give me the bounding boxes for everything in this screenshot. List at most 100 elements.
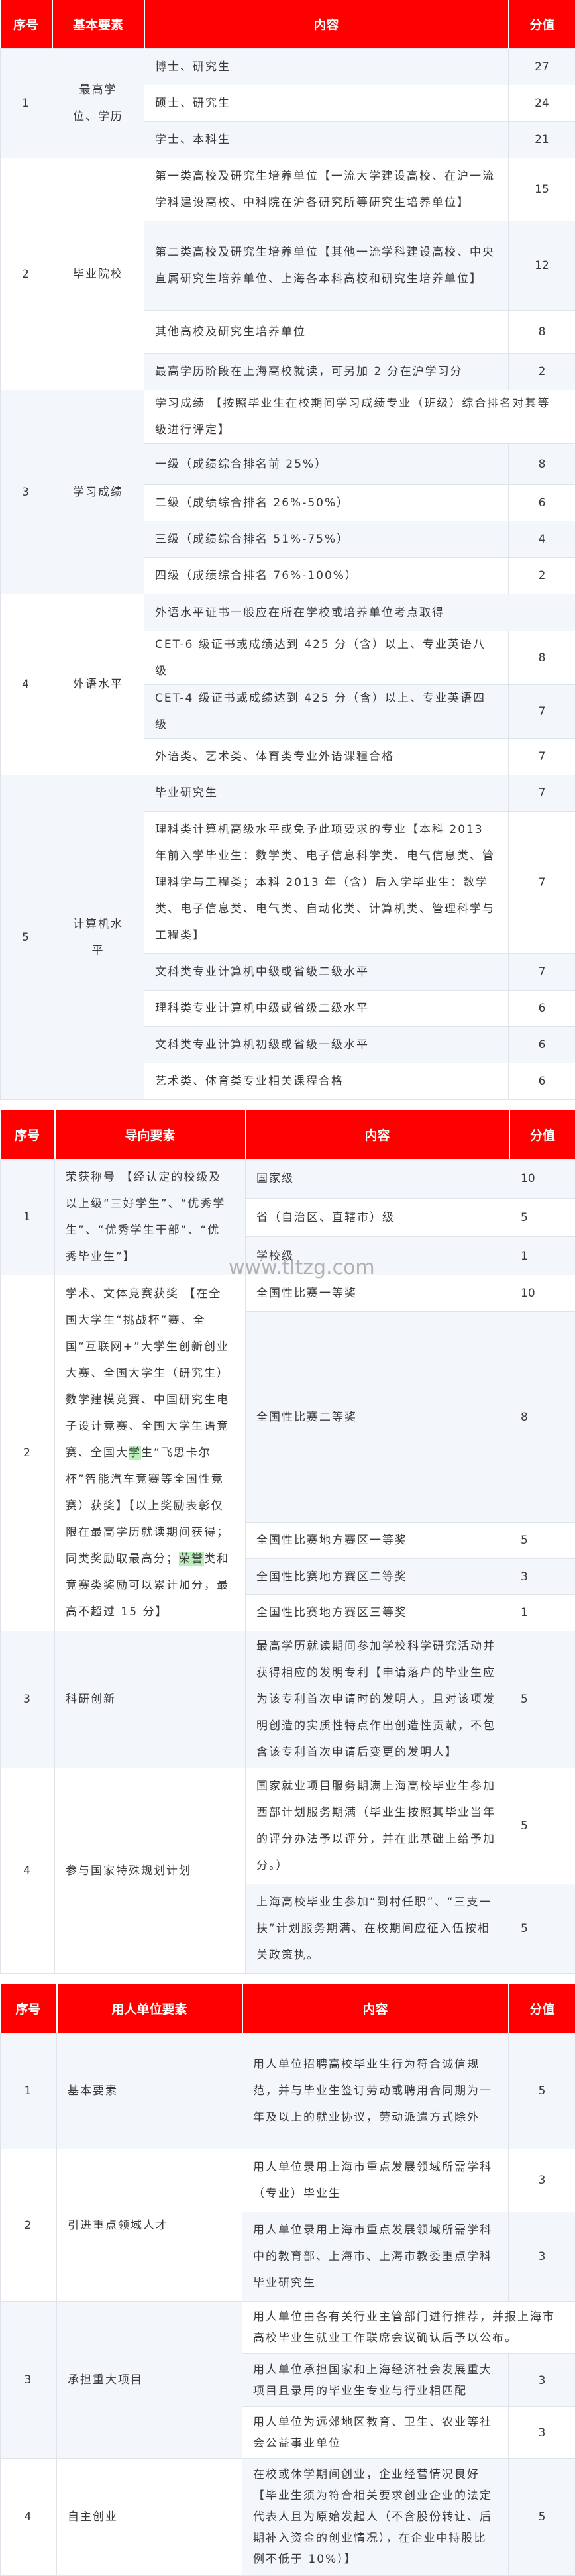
table-header-row: 序号导向要素内容分值 <box>1 1110 575 1159</box>
row-content: CET-4 级证书或成绩达到 425 分（含）以上、专业英语四级 <box>144 685 509 739</box>
row-score: 1 <box>509 1595 575 1631</box>
highlighted-text: 荣誉 <box>179 1552 204 1566</box>
row-content: 用人单位招聘高校毕业生行为符合诚信规范，并与毕业生签订劳动或聘用合同期为一年及以… <box>242 2033 509 2149</box>
row-score: 8 <box>509 631 575 685</box>
row-content: 全国性比赛二等奖 <box>246 1312 509 1523</box>
row-number: 4 <box>1 1768 55 1974</box>
row-score: 7 <box>509 812 575 954</box>
row-number: 2 <box>1 158 52 390</box>
row-score: 3 <box>509 2407 575 2459</box>
header-score: 分值 <box>509 1984 575 2033</box>
row-content: 全国性比赛地方赛区三等奖 <box>246 1595 509 1631</box>
row-score: 6 <box>509 991 575 1027</box>
row-factor: 科研创新 <box>55 1631 246 1768</box>
row-content: 国家级 <box>246 1159 509 1199</box>
row-content: 用人单位由各有关行业主管部门进行推荐，并报上海市高校毕业生就业工作联席会议确认后… <box>242 2302 575 2354</box>
row-score: 10 <box>509 1275 575 1312</box>
row-factor: 学习成绩 <box>52 390 144 594</box>
factor-text: 学术、文体竞赛获奖 【在全国大学生“挑战杯”赛、全国“互联网+”大学生创新创业大… <box>66 1287 229 1460</box>
row-content: 外语水平证书一般应在所在学校或培养单位考点取得 <box>144 594 575 631</box>
row-content: 最高学历阶段在上海高校就读，可另加 2 分在沪学习分 <box>144 354 509 390</box>
table-header-row: 序号基本要素内容分值 <box>1 0 575 49</box>
row-score: 1 <box>509 1237 575 1275</box>
header-content: 内容 <box>246 1110 509 1159</box>
factor-text: 科研创新 <box>66 1693 116 1706</box>
row-number: 4 <box>1 2459 57 2576</box>
row-number: 5 <box>1 775 52 1100</box>
row-content: 学士、本科生 <box>144 122 509 158</box>
header-score: 分值 <box>509 0 575 49</box>
header-content: 内容 <box>242 1984 509 2033</box>
row-content: 三级（成绩综合排名 51%-75%） <box>144 521 509 558</box>
row-score: 7 <box>509 775 575 812</box>
factor-text: 毕业院校 <box>73 268 123 281</box>
row-content: 学习成绩 【按照毕业生在校期间学习成绩专业（班级）综合排名对其等级进行评定】 <box>144 390 575 444</box>
row-content: 国家就业项目服务期满上海高校毕业生参加西部计划服务期满（毕业生按照其毕业当年的评… <box>246 1768 509 1884</box>
row-content: 第二类高校及研究生培养单位【其他一流学科建设高校、中央直属研究生培养单位、上海各… <box>144 221 509 311</box>
row-score: 7 <box>509 954 575 991</box>
row-content: 毕业研究生 <box>144 775 509 812</box>
row-score: 6 <box>509 485 575 521</box>
header-number: 序号 <box>1 1984 57 2033</box>
row-score: 6 <box>509 1063 575 1100</box>
row-content: 第一类高校及研究生培养单位【一流大学建设高校、在沪一流学科建设高校、中科院在沪各… <box>144 158 509 221</box>
row-factor: 毕业院校 <box>52 158 144 390</box>
row-score: 7 <box>509 685 575 739</box>
factor-text: 学习成绩 <box>73 486 123 499</box>
factor-text: 引进重点领域人才 <box>68 2219 168 2232</box>
row-content: 全国性比赛一等奖 <box>246 1275 509 1312</box>
row-content: 用人单位录用上海市重点发展领域所需学科（专业）毕业生 <box>242 2149 509 2212</box>
row-content: 艺术类、体育类专业相关课程合格 <box>144 1063 509 1100</box>
row-content: 文科类专业计算机初级或省级一级水平 <box>144 1027 509 1063</box>
row-content: 文科类专业计算机中级或省级二级水平 <box>144 954 509 991</box>
header-content: 内容 <box>144 0 509 49</box>
row-score: 12 <box>509 221 575 311</box>
row-content: 省（自治区、直辖市）级 <box>246 1199 509 1237</box>
row-content: 全国性比赛地方赛区二等奖 <box>246 1559 509 1595</box>
factor-text: 承担重大项目 <box>68 2373 143 2387</box>
row-score: 5 <box>509 1884 575 1974</box>
table-gap <box>0 1100 575 1110</box>
row-score: 3 <box>509 2354 575 2407</box>
factor-text: 生“飞思卡尔杯”智能汽车竞赛等全国性竞赛）获奖】【以上奖励表彰仅限在最高学历就读… <box>66 1446 229 1566</box>
row-content: 硕士、研究生 <box>144 85 509 122</box>
row-score: 5 <box>509 1768 575 1884</box>
factor-text: 最高学位、学历 <box>73 83 123 123</box>
row-factor: 承担重大项目 <box>57 2302 242 2459</box>
row-number: 1 <box>1 2033 57 2149</box>
header-factor: 导向要素 <box>55 1110 246 1159</box>
row-score: 5 <box>509 2459 575 2576</box>
row-content: 理科类计算机高级水平或免予此项要求的专业【本科 2013 年前入学毕业生：数学类… <box>144 812 509 954</box>
row-number: 2 <box>1 1275 55 1631</box>
row-score: 8 <box>509 1312 575 1523</box>
factor-text: 参与国家特殊规划计划 <box>66 1864 191 1878</box>
header-factor: 用人单位要素 <box>57 1984 242 2033</box>
table-header-row: 序号用人单位要素内容分值 <box>1 1984 575 2033</box>
row-score: 24 <box>509 85 575 122</box>
factor-text: 计算机水平 <box>73 918 123 957</box>
row-score: 3 <box>509 1559 575 1595</box>
factor-text: 荣获称号 【经认定的校级及以上级“三好学生”、“优秀学生”、“优秀学生干部”、“… <box>66 1171 225 1263</box>
row-factor: 荣获称号 【经认定的校级及以上级“三好学生”、“优秀学生”、“优秀学生干部”、“… <box>55 1159 246 1275</box>
row-content: 用人单位录用上海市重点发展领域所需学科中的教育部、上海市、上海市教委重点学科毕业… <box>242 2212 509 2302</box>
row-score: 2 <box>509 558 575 594</box>
row-score: 8 <box>509 444 575 485</box>
row-score: 10 <box>509 1159 575 1199</box>
row-score: 5 <box>509 1199 575 1237</box>
row-number: 2 <box>1 2149 57 2302</box>
row-score: 5 <box>509 1523 575 1559</box>
row-content: 一级（成绩综合排名前 25%） <box>144 444 509 485</box>
header-score: 分值 <box>509 1110 575 1159</box>
